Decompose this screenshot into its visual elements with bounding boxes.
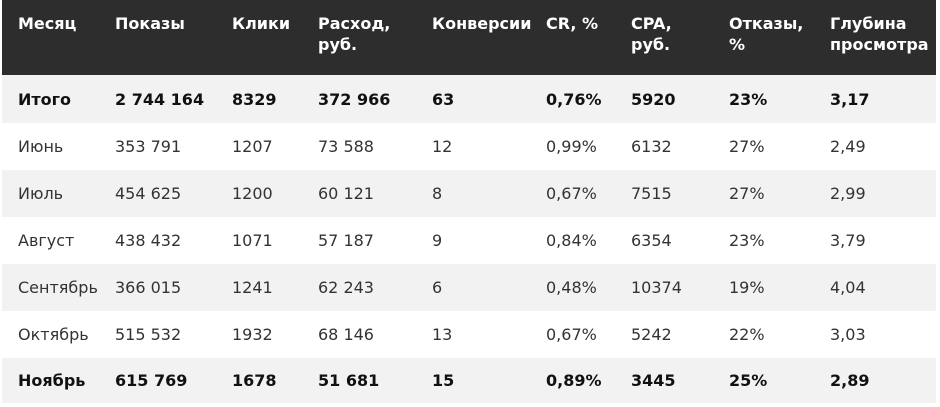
cell-clicks: 1200	[216, 170, 302, 217]
cell-conversions: 8	[416, 170, 530, 217]
cell-month: Ноябрь	[2, 358, 99, 403]
cell-month: Июль	[2, 170, 99, 217]
table-row: Итого 2 744 164 8329 372 966 63 0,76% 5920 23% 3…	[2, 75, 936, 123]
cell-conversions: 13	[416, 311, 530, 358]
header-bounces: Отказы, %	[713, 0, 814, 75]
table-row: Октябрь 515 532 1932 68 146 13 0,67% 5242 22% 3,…	[2, 311, 936, 358]
cell-impressions: 515 532	[99, 311, 216, 358]
cell-cr: 0,48%	[530, 264, 615, 311]
header-spend: Расход, руб.	[302, 0, 416, 75]
cell-impressions: 366 015	[99, 264, 216, 311]
cell-clicks: 1071	[216, 217, 302, 264]
cell-spend: 60 121	[302, 170, 416, 217]
cell-clicks: 1932	[216, 311, 302, 358]
cell-clicks: 8329	[216, 75, 302, 123]
cell-spend: 73 588	[302, 123, 416, 170]
header-cpa: CPA, руб.	[615, 0, 713, 75]
table-row: Июнь 353 791 1207 73 588 12 0,99% 6132 27% 2,49	[2, 123, 936, 170]
cell-cpa: 6132	[615, 123, 713, 170]
cell-month: Октябрь	[2, 311, 99, 358]
cell-clicks: 1678	[216, 358, 302, 403]
cell-cpa: 7515	[615, 170, 713, 217]
cell-conversions: 12	[416, 123, 530, 170]
header-depth: Глубина просмотра	[814, 0, 936, 75]
cell-cr: 0,84%	[530, 217, 615, 264]
cell-cpa: 3445	[615, 358, 713, 403]
cell-impressions: 615 769	[99, 358, 216, 403]
table-row: Август 438 432 1071 57 187 9 0,84% 6354 23% 3,79	[2, 217, 936, 264]
cell-impressions: 454 625	[99, 170, 216, 217]
cell-month: Август	[2, 217, 99, 264]
header-conversions: Конверсии	[416, 0, 531, 75]
cell-month: Июнь	[2, 123, 99, 170]
cell-cpa: 6354	[615, 217, 713, 264]
cell-bounces: 25%	[713, 358, 814, 403]
table-row: Сентябрь 366 015 1241 62 243 6 0,48% 10374 19% 4…	[2, 264, 936, 311]
cell-depth: 3,79	[814, 217, 936, 264]
cell-cr: 0,67%	[530, 311, 615, 358]
cell-bounces: 27%	[713, 170, 814, 217]
cell-depth: 2,99	[814, 170, 936, 217]
table-row: Июль 454 625 1200 60 121 8 0,67% 7515 27% 2,99	[2, 170, 936, 217]
header-clicks: Клики	[216, 0, 302, 75]
table-row: Ноябрь 615 769 1678 51 681 15 0,89% 3445 25% 2,8…	[2, 358, 936, 403]
cell-depth: 3,03	[814, 311, 936, 358]
header-cr: CR, %	[530, 0, 615, 75]
cell-cr: 0,99%	[530, 123, 615, 170]
cell-depth: 2,89	[814, 358, 936, 403]
cell-clicks: 1241	[216, 264, 302, 311]
cell-spend: 62 243	[302, 264, 416, 311]
cell-depth: 2,49	[814, 123, 936, 170]
header-month: Месяц	[2, 0, 99, 75]
cell-cr: 0,67%	[530, 170, 615, 217]
cell-cpa: 5242	[615, 311, 713, 358]
cell-month: Сентябрь	[2, 264, 99, 311]
header-row: Месяц Показы Клики Расход, руб. Конверси…	[2, 0, 936, 75]
cell-conversions: 6	[416, 264, 530, 311]
cell-depth: 4,04	[814, 264, 936, 311]
cell-bounces: 23%	[713, 75, 814, 123]
cell-cr: 0,76%	[530, 75, 615, 123]
cell-spend: 68 146	[302, 311, 416, 358]
cell-impressions: 2 744 164	[99, 75, 216, 123]
cell-conversions: 9	[416, 217, 530, 264]
cell-impressions: 438 432	[99, 217, 216, 264]
cell-bounces: 27%	[713, 123, 814, 170]
cell-depth: 3,17	[814, 75, 936, 123]
table-body: Итого 2 744 164 8329 372 966 63 0,76% 5920 23% 3…	[2, 75, 936, 403]
cell-spend: 51 681	[302, 358, 416, 403]
cell-bounces: 19%	[713, 264, 814, 311]
cell-bounces: 23%	[713, 217, 814, 264]
cell-cr: 0,89%	[530, 358, 615, 403]
cell-cpa: 5920	[615, 75, 713, 123]
header-impressions: Показы	[99, 0, 216, 75]
cell-month: Итого	[2, 75, 99, 123]
cell-cpa: 10374	[615, 264, 713, 311]
table-header: Месяц Показы Клики Расход, руб. Конверси…	[2, 0, 936, 75]
cell-spend: 372 966	[302, 75, 416, 123]
cell-clicks: 1207	[216, 123, 302, 170]
cell-spend: 57 187	[302, 217, 416, 264]
cell-bounces: 22%	[713, 311, 814, 358]
cell-conversions: 63	[416, 75, 530, 123]
cell-impressions: 353 791	[99, 123, 216, 170]
cell-conversions: 15	[416, 358, 530, 403]
